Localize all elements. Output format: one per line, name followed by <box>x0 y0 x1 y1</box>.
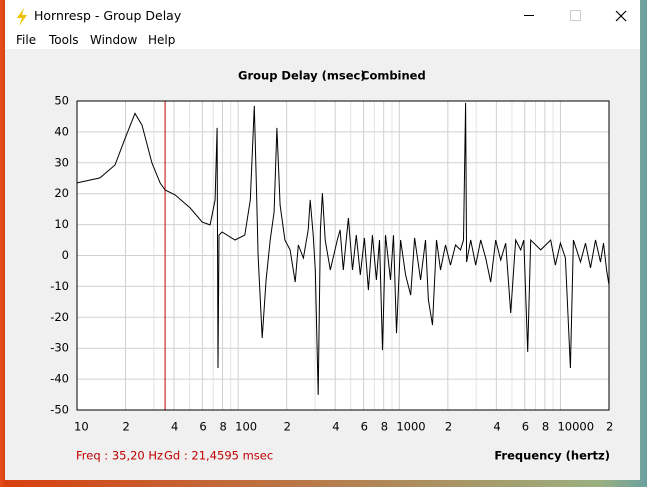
x-tick-label: 100 <box>235 420 257 434</box>
x-tick-label: 4 <box>171 420 178 434</box>
x-tick-label: 2 <box>445 420 452 434</box>
window-title: Hornresp - Group Delay <box>34 8 182 23</box>
y-tick-label: 40 <box>54 124 69 138</box>
x-tick-label: 8 <box>542 420 549 434</box>
y-tick-label: -40 <box>50 372 69 386</box>
cursor-freq-readout: Freq : 35,20 Hz <box>76 449 163 463</box>
x-tick-label: 6 <box>361 420 368 434</box>
x-tick-label: 2 <box>284 420 291 434</box>
menu-bar: File Tools Window Help <box>5 32 640 49</box>
y-tick-label: -50 <box>50 403 69 417</box>
x-tick-label: 2 <box>606 420 613 434</box>
y-tick-label: -20 <box>50 310 69 324</box>
maximize-button[interactable] <box>570 10 581 21</box>
x-tick-label: 4 <box>493 420 500 434</box>
x-tick-label: 8 <box>381 420 388 434</box>
y-tick-label: 20 <box>54 186 69 200</box>
menu-item[interactable]: Window <box>90 33 138 47</box>
y-tick-label: 10 <box>54 217 69 231</box>
minimize-button[interactable] <box>524 15 534 16</box>
menu-item[interactable]: Help <box>148 33 176 47</box>
x-tick-label: 1000 <box>396 420 425 434</box>
group-delay-line <box>76 102 610 395</box>
close-button[interactable] <box>615 10 627 22</box>
y-tick-label: -30 <box>50 341 69 355</box>
y-tick-label: -10 <box>50 279 69 293</box>
x-tick-label: 8 <box>220 420 227 434</box>
plot-border <box>76 100 610 411</box>
chart-title: Group Delay (msec) <box>238 69 366 83</box>
y-tick-label: 50 <box>54 94 69 108</box>
app-icon <box>17 8 27 26</box>
cursor-gd-readout: Gd : 21,4595 msec <box>164 449 273 463</box>
chart-subtitle: Combined <box>361 69 426 83</box>
menu-item[interactable]: Tools <box>49 33 79 47</box>
y-tick-label: 0 <box>62 248 69 262</box>
y-tick-label: 30 <box>54 155 69 169</box>
x-tick-label: 4 <box>332 420 339 434</box>
x-axis-label: Frequency (hertz) <box>494 449 610 463</box>
x-tick-label: 6 <box>522 420 529 434</box>
x-tick-label: 10000 <box>557 420 594 434</box>
x-tick-label: 2 <box>123 420 130 434</box>
menu-item[interactable]: File <box>16 33 37 47</box>
title-bar: Hornresp - Group Delay <box>5 0 640 32</box>
x-tick-label: 10 <box>74 420 89 434</box>
x-tick-label: 6 <box>199 420 206 434</box>
